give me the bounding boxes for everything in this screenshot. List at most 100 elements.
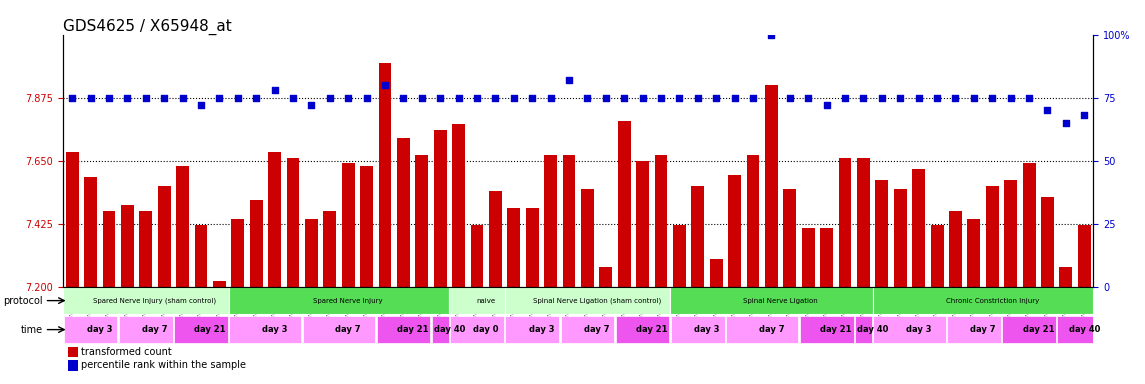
Point xyxy=(670,94,688,101)
Point xyxy=(652,94,670,101)
Point xyxy=(321,94,339,101)
Text: day 7: day 7 xyxy=(142,325,167,334)
Bar xyxy=(947,316,1001,343)
Text: day 7: day 7 xyxy=(584,325,609,334)
Point xyxy=(615,94,633,101)
Bar xyxy=(692,186,704,384)
Bar xyxy=(471,225,483,384)
Point xyxy=(909,94,927,101)
Bar xyxy=(562,155,576,384)
Text: percentile rank within the sample: percentile rank within the sample xyxy=(81,360,246,370)
Point xyxy=(799,94,818,101)
Bar xyxy=(913,169,925,384)
Bar xyxy=(581,189,594,384)
Text: transformed count: transformed count xyxy=(81,347,172,357)
Bar xyxy=(1022,164,1035,384)
Point xyxy=(192,102,211,108)
Text: day 40: day 40 xyxy=(1068,325,1100,334)
Point xyxy=(302,102,321,108)
Point xyxy=(597,94,615,101)
Bar xyxy=(1077,225,1091,384)
Bar xyxy=(176,166,189,384)
Text: day 7: day 7 xyxy=(335,325,361,334)
Bar xyxy=(174,316,228,343)
Bar xyxy=(1004,180,1017,384)
Bar xyxy=(229,316,301,343)
Text: Chronic Constriction Injury: Chronic Constriction Injury xyxy=(946,298,1039,304)
Point xyxy=(688,94,706,101)
Text: time: time xyxy=(21,324,42,334)
Point xyxy=(854,94,872,101)
Bar xyxy=(505,287,670,314)
Text: day 0: day 0 xyxy=(474,325,499,334)
Bar xyxy=(1059,267,1073,384)
Bar xyxy=(856,158,870,384)
Text: Spared Nerve Injury: Spared Nerve Injury xyxy=(314,298,384,304)
Bar xyxy=(231,220,244,384)
Bar xyxy=(69,360,78,371)
Bar xyxy=(303,316,376,343)
Bar xyxy=(986,186,998,384)
Point xyxy=(118,94,136,101)
Bar xyxy=(747,155,759,384)
Point xyxy=(965,94,984,101)
Text: day 21: day 21 xyxy=(637,325,668,334)
Bar xyxy=(931,225,943,384)
Point xyxy=(927,94,946,101)
Bar xyxy=(119,316,173,343)
Bar xyxy=(783,189,796,384)
Point xyxy=(376,82,394,88)
Bar xyxy=(618,121,631,384)
Point xyxy=(542,94,560,101)
Bar xyxy=(655,155,668,384)
Bar xyxy=(820,228,834,384)
Bar xyxy=(616,316,670,343)
Bar xyxy=(765,85,777,384)
Text: day 40: day 40 xyxy=(856,325,889,334)
Point xyxy=(1039,107,1057,113)
Bar xyxy=(65,152,79,384)
Point xyxy=(136,94,155,101)
Point xyxy=(836,94,854,101)
Point xyxy=(357,94,376,101)
Bar xyxy=(671,316,725,343)
Bar xyxy=(452,124,465,384)
Point xyxy=(211,94,229,101)
Text: day 7: day 7 xyxy=(970,325,996,334)
Bar xyxy=(140,211,152,384)
Bar xyxy=(872,287,1093,314)
Text: day 21: day 21 xyxy=(195,325,226,334)
Bar xyxy=(968,220,980,384)
Point xyxy=(339,94,357,101)
Bar xyxy=(894,189,907,384)
Bar xyxy=(855,316,871,343)
Point xyxy=(450,94,468,101)
Bar xyxy=(505,316,559,343)
Bar xyxy=(710,259,722,384)
Bar xyxy=(84,177,97,384)
Bar xyxy=(561,316,614,343)
Text: GDS4625 / X65948_at: GDS4625 / X65948_at xyxy=(63,18,231,35)
Point xyxy=(63,94,81,101)
Text: day 3: day 3 xyxy=(906,325,931,334)
Point xyxy=(578,94,597,101)
Bar xyxy=(544,155,558,384)
Text: Spared Nerve Injury (sham control): Spared Nerve Injury (sham control) xyxy=(94,297,216,304)
Bar xyxy=(876,180,889,384)
Bar xyxy=(507,208,520,384)
Text: day 21: day 21 xyxy=(1022,325,1055,334)
Point xyxy=(891,94,909,101)
Bar xyxy=(361,166,373,384)
Point xyxy=(229,94,247,101)
Point xyxy=(1075,112,1093,118)
Point xyxy=(505,94,523,101)
Point xyxy=(560,77,578,83)
Bar xyxy=(799,316,853,343)
Bar xyxy=(377,316,431,343)
Point xyxy=(1020,94,1039,101)
Bar xyxy=(802,228,815,384)
Point xyxy=(431,94,449,101)
Point xyxy=(726,94,744,101)
Point xyxy=(487,94,505,101)
Point xyxy=(247,94,266,101)
